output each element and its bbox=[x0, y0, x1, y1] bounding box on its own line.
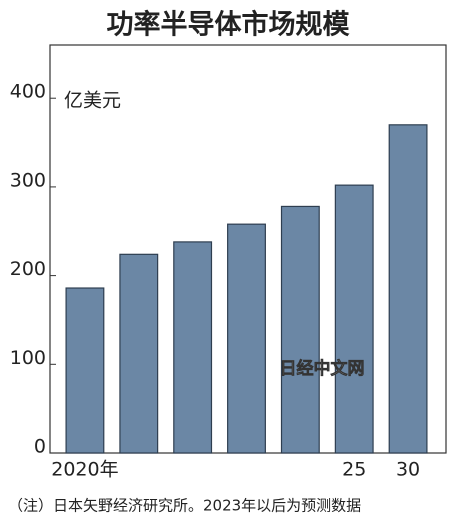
y-tick-label: 300 bbox=[10, 169, 46, 191]
watermark: 日经中文网 bbox=[280, 358, 365, 379]
x-tick-label: 30 bbox=[396, 459, 420, 481]
bar bbox=[388, 124, 428, 454]
y-tick-label: 200 bbox=[10, 258, 46, 280]
note: （注）日本矢野经济研究所。2023年以后为预测数据 bbox=[8, 497, 361, 515]
chart-title: 功率半导体市场规模 bbox=[107, 9, 350, 41]
x-tick-label: 2020年 bbox=[51, 459, 118, 481]
bar bbox=[173, 241, 213, 454]
bar bbox=[119, 253, 159, 454]
y-tick-label: 100 bbox=[10, 347, 46, 369]
bar bbox=[227, 223, 266, 454]
y-unit: 亿美元 bbox=[64, 90, 121, 112]
bar bbox=[280, 205, 320, 454]
bar bbox=[65, 287, 105, 454]
y-tick-label: 400 bbox=[10, 81, 46, 103]
x-tick-label: 25 bbox=[342, 459, 366, 481]
bar bbox=[334, 184, 374, 454]
y-tick-label: 0 bbox=[34, 436, 46, 458]
